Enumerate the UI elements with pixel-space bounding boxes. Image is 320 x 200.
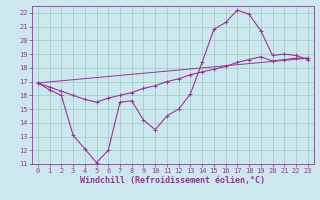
X-axis label: Windchill (Refroidissement éolien,°C): Windchill (Refroidissement éolien,°C) [80, 176, 265, 185]
